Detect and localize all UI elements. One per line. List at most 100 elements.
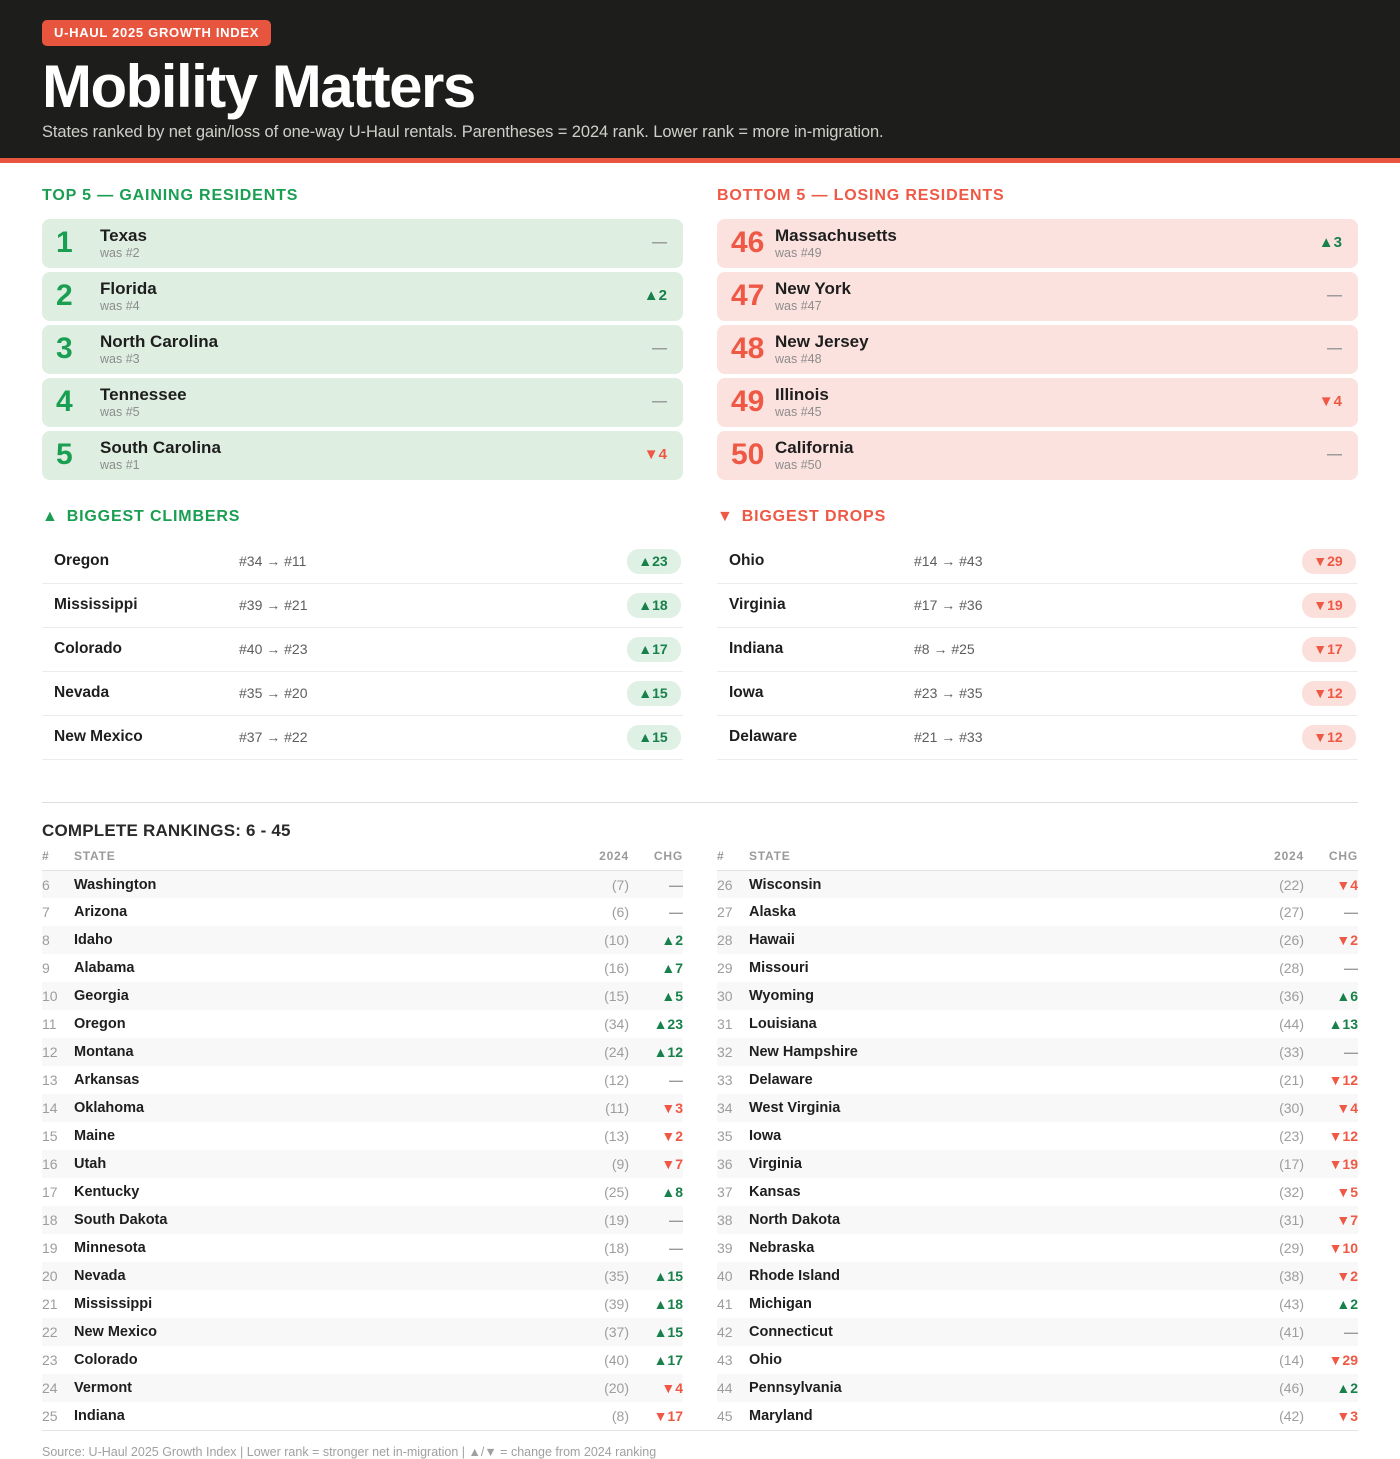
rank-number: 39: [717, 1240, 733, 1257]
rank-change: ▼4: [1336, 876, 1358, 893]
rank-number: 26: [717, 876, 733, 893]
table-row: 29 Missouri (28) —: [717, 954, 1358, 982]
table-row: 33 Delaware (21) ▼12: [717, 1066, 1358, 1094]
change-badge: ▼17: [1302, 636, 1356, 662]
rank-change: ▼10: [1328, 1240, 1358, 1257]
table-row: 7 Arizona (6) —: [42, 898, 683, 926]
table-row: 22 New Mexico (37) ▲15: [42, 1318, 683, 1347]
previous-rank: was #48: [775, 351, 822, 366]
mover-row: Virginia #17 → #36 ▼19: [717, 584, 1358, 628]
table-row: 32 New Hampshire (33) —: [717, 1038, 1358, 1067]
previous-rank: was #47: [775, 298, 822, 313]
rank-number: 41: [717, 1296, 733, 1313]
rank-number: 16: [42, 1156, 58, 1173]
state-name: North Dakota: [749, 1212, 841, 1229]
table-row: 12 Montana (24) ▲12: [42, 1038, 683, 1067]
table-body: 6 Washington (7) — 7 Arizona (6) — 8 Idaho (10) ▲2 9…: [42, 870, 683, 1430]
rank-number: 49: [731, 384, 765, 418]
rank-change: ▲2: [643, 287, 667, 305]
rank-change: —: [652, 393, 667, 411]
column-header-c-num: #: [717, 848, 749, 871]
rank-2024: (31): [1279, 1212, 1304, 1229]
rank-2024: (16): [604, 960, 629, 977]
state-name: Delaware: [749, 1072, 813, 1089]
state-name: New Mexico: [74, 1324, 157, 1341]
rank-transition: #21 → #33: [914, 729, 983, 746]
change-badge: ▼19: [1302, 592, 1356, 618]
rank-body: Florida was #4: [100, 279, 634, 313]
rank-2024: (19): [604, 1212, 629, 1229]
mover-row: New Mexico #37 → #22 ▲15: [42, 716, 683, 760]
page-title: Mobility Matters: [42, 53, 476, 120]
movers-panels: ▲ BIGGEST CLIMBERS Oregon #34 → #11 ▲23 Mis…: [42, 484, 1358, 760]
state-name: Florida: [100, 278, 157, 298]
table-row: 35 Iowa (23) ▼12: [717, 1122, 1358, 1150]
rank-change: —: [1327, 340, 1342, 358]
state-name: New Hampshire: [749, 1044, 858, 1061]
table-row: 34 West Virginia (30) ▼4: [717, 1094, 1358, 1123]
climbers-heading: ▲ BIGGEST CLIMBERS: [42, 508, 683, 526]
rank-change: ▼12: [1328, 1072, 1358, 1089]
rank-2024: (20): [604, 1380, 629, 1397]
rank-change: ▼19: [1328, 1156, 1358, 1173]
rank-change: ▲23: [653, 1016, 683, 1033]
state-name: Kentucky: [74, 1184, 140, 1201]
rank-number: 27: [717, 904, 733, 921]
state-name: Pennsylvania: [749, 1380, 842, 1397]
rank-card: 49 Illinois was #45 ▼4: [717, 377, 1358, 427]
rank-change: ▼2: [661, 1128, 683, 1145]
rank-number: 34: [717, 1100, 733, 1117]
rank-2024: (40): [604, 1352, 629, 1369]
rankings-table-right: # STATE 2024 CHG 26 Wisconsin (22) ▼4 27 Alaska (…: [717, 848, 1358, 1431]
table-row: 36 Virginia (17) ▼19: [717, 1150, 1358, 1179]
table-row: 26 Wisconsin (22) ▼4: [717, 870, 1358, 899]
table-row: 40 Rhode Island (38) ▼2: [717, 1262, 1358, 1291]
table-row: 39 Nebraska (29) ▼10: [717, 1234, 1358, 1262]
state-name: Connecticut: [749, 1324, 833, 1341]
rank-change: —: [669, 904, 683, 921]
rank-change: ▲13: [1328, 1016, 1358, 1033]
rank-number: 1: [56, 225, 73, 259]
rank-2024: (26): [1279, 932, 1304, 949]
rank-number: 38: [717, 1212, 733, 1229]
rank-change: ▲18: [653, 1296, 683, 1313]
table-row: 13 Arkansas (12) —: [42, 1066, 683, 1094]
column-header-c-yr: 2024: [1242, 848, 1304, 871]
rank-number: 18: [42, 1212, 58, 1229]
table-row: 18 South Dakota (19) —: [42, 1206, 683, 1235]
rank-2024: (36): [1279, 988, 1304, 1005]
rank-body: Tennessee was #5: [100, 385, 642, 419]
mover-row: Indiana #8 → #25 ▼17: [717, 628, 1358, 672]
column-header-c-st: STATE: [74, 848, 567, 871]
rank-number: 4: [56, 384, 73, 418]
rank-card: 50 California was #50 —: [717, 430, 1358, 480]
rank-transition: #23 → #35: [914, 685, 983, 702]
rank-2024: (8): [611, 1408, 629, 1425]
rank-number: 42: [717, 1324, 733, 1341]
rank-number: 31: [717, 1016, 733, 1033]
change-badge: ▲23: [627, 548, 681, 574]
state-name: Iowa: [749, 1128, 782, 1145]
rank-change: ▼4: [643, 446, 667, 464]
rank-2024: (29): [1279, 1240, 1304, 1257]
rank-2024: (30): [1279, 1100, 1304, 1117]
rank-number: 8: [42, 932, 50, 949]
previous-rank: was #50: [775, 457, 822, 472]
rank-number: 45: [717, 1408, 733, 1425]
rank-2024: (23): [1279, 1128, 1304, 1145]
rank-2024: (42): [1279, 1408, 1304, 1425]
rank-number: 19: [42, 1240, 58, 1257]
rank-change: ▲15: [653, 1268, 683, 1285]
rank-number: 30: [717, 988, 733, 1005]
state-name: Rhode Island: [749, 1268, 841, 1285]
rank-change: ▼12: [1328, 1128, 1358, 1145]
table-row: 28 Hawaii (26) ▼2: [717, 926, 1358, 955]
previous-rank: was #1: [100, 457, 140, 472]
state-name: New Mexico: [54, 728, 143, 746]
table-row: 30 Wyoming (36) ▲6: [717, 982, 1358, 1011]
rank-number: 20: [42, 1268, 58, 1285]
table-row: 14 Oklahoma (11) ▼3: [42, 1094, 683, 1123]
page-subtitle: States ranked by net gain/loss of one-wa…: [42, 122, 884, 141]
rank-2024: (7): [611, 876, 629, 893]
rank-body: California was #50: [775, 438, 1317, 472]
